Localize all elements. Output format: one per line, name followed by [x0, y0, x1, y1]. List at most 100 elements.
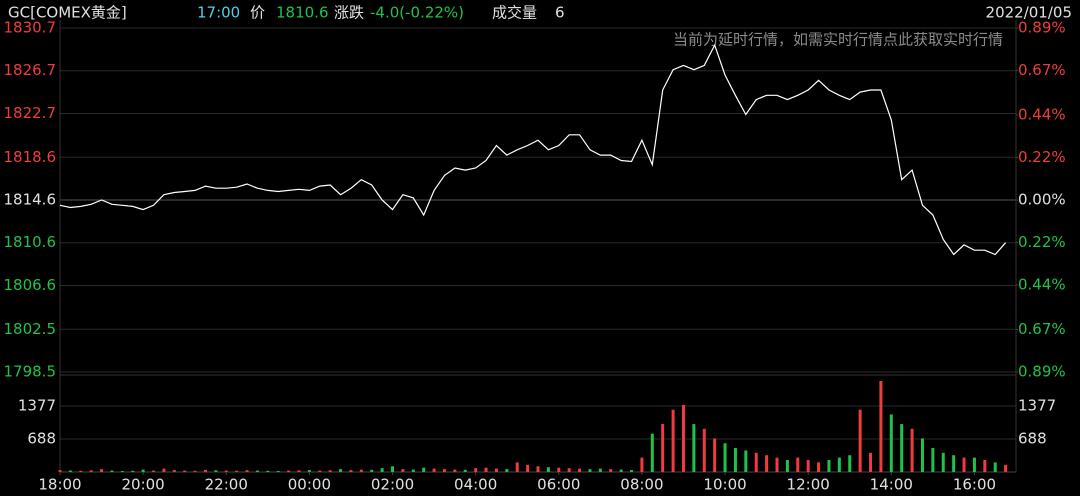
volume-bar: [494, 468, 498, 472]
volume-bar: [931, 448, 935, 472]
y2-tick-label: 0.22%: [1018, 148, 1066, 166]
x-tick-label: 04:00: [454, 476, 497, 494]
volume-bar: [474, 468, 478, 472]
date: 2022/01/05: [986, 4, 1072, 22]
y-tick-label: 1818.6: [4, 148, 57, 166]
y-tick-label: 1798.5: [4, 363, 57, 381]
x-tick-label: 14:00: [870, 476, 913, 494]
volume-bar: [817, 462, 821, 472]
volume-bar: [359, 469, 363, 472]
volume-bar: [640, 457, 644, 472]
volume-bar: [796, 457, 800, 472]
y2-tick-label: 0.44%: [1018, 276, 1066, 294]
volume-bar: [453, 469, 457, 472]
volume-bar: [515, 462, 519, 472]
y-tick-label: 1806.6: [4, 276, 57, 294]
volume-bar: [765, 455, 769, 472]
volume-bar: [661, 424, 665, 472]
volume-bar: [869, 452, 873, 472]
y2-tick-label: 1377: [1018, 396, 1056, 414]
y-tick-label: 1814.6: [4, 191, 57, 209]
volume-bar: [152, 470, 156, 472]
x-tick-label: 20:00: [122, 476, 165, 494]
volume-label: 成交量: [492, 4, 537, 22]
volume-bar: [848, 455, 852, 472]
volume-bar: [972, 457, 976, 472]
volume-bar: [79, 470, 83, 472]
volume-bar: [380, 468, 384, 472]
volume-bar: [266, 470, 270, 472]
y-tick-label: 1802.5: [4, 320, 57, 338]
volume-bar: [276, 471, 280, 472]
y2-tick-label: 0.89%: [1018, 19, 1066, 37]
volume-bar: [120, 471, 124, 472]
volume-bar: [328, 470, 332, 472]
y2-tick-label: 0.00%: [1018, 191, 1066, 209]
volume-bar: [702, 428, 706, 472]
volume-bar: [671, 409, 675, 472]
volume-bar: [235, 470, 239, 472]
volume-bar: [183, 470, 187, 472]
volume-bar: [526, 464, 530, 472]
volume-bar: [546, 467, 550, 472]
volume-bar: [806, 460, 810, 472]
volume-bar: [349, 470, 353, 472]
y-tick-label: 1830.7: [4, 19, 57, 37]
volume-bar: [536, 466, 540, 472]
volume-bar: [214, 470, 218, 472]
x-tick-label: 12:00: [787, 476, 830, 494]
volume-bar: [339, 469, 343, 472]
volume-bar: [307, 470, 311, 472]
volume: 6: [555, 4, 565, 22]
volume-bar: [630, 470, 634, 472]
volume-bar: [463, 469, 467, 472]
volume-bar: [889, 414, 893, 472]
volume-bar: [89, 470, 93, 472]
volume-bar: [484, 467, 488, 472]
volume-bar: [58, 470, 62, 472]
x-tick-label: 10:00: [703, 476, 746, 494]
volume-bar: [962, 457, 966, 472]
volume-bar: [391, 466, 395, 472]
volume-bar: [287, 470, 291, 472]
volume-bar: [619, 469, 623, 472]
x-tick-label: 06:00: [537, 476, 580, 494]
volume-bar: [983, 460, 987, 472]
volume-bar: [557, 467, 561, 472]
y-tick-label: 688: [27, 430, 56, 448]
volume-bar: [172, 470, 176, 472]
x-tick-label: 16:00: [953, 476, 996, 494]
volume-bar: [837, 457, 841, 472]
volume-bar: [827, 460, 831, 472]
volume-bar: [920, 438, 924, 472]
volume-bar: [193, 470, 197, 472]
y2-tick-label: 0.89%: [1018, 363, 1066, 381]
y-tick-label: 1377: [18, 396, 56, 414]
volume-bar: [422, 467, 426, 472]
volume-bar: [224, 470, 228, 472]
volume-bar: [754, 452, 758, 472]
volume-bar: [68, 470, 72, 472]
price: 1810.6: [276, 4, 329, 22]
volume-bar: [952, 455, 956, 472]
volume-bar: [255, 470, 259, 472]
volume-bar: [297, 470, 301, 472]
volume-bar: [775, 457, 779, 472]
x-tick-label: 18:00: [38, 476, 81, 494]
volume-bar: [723, 443, 727, 472]
volume-bar: [203, 469, 207, 472]
x-tick-label: 08:00: [620, 476, 663, 494]
notice[interactable]: 当前为延时行情，如需实时行情点此获取实时行情: [673, 31, 1003, 49]
volume-bar: [910, 428, 914, 472]
volume-bar: [370, 469, 374, 472]
volume-bar: [713, 438, 717, 472]
volume-bar: [100, 469, 104, 472]
volume-bar: [245, 470, 249, 472]
volume-bar: [858, 409, 862, 472]
volume-bar: [879, 380, 883, 472]
price-label: 价: [250, 4, 265, 22]
volume-bar: [505, 469, 509, 472]
